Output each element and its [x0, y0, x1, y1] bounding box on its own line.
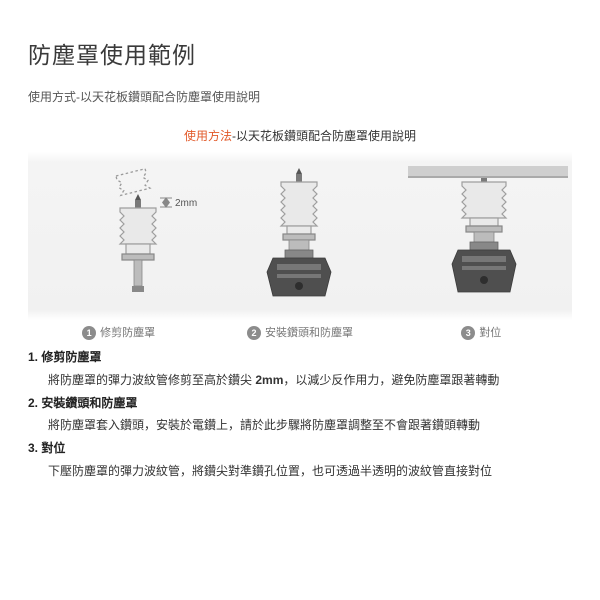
steps-list: 1. 修剪防塵罩 將防塵罩的彈力波紋管修剪至高於鑽尖 2mm，以減少反作用力，避…: [28, 346, 572, 483]
caption-1: 1 修剪防塵罩: [28, 320, 209, 340]
caption-text-3: 對位: [479, 327, 501, 339]
method-rest: -以天花板鑽頭配合防塵罩使用說明: [232, 129, 416, 143]
caption-3: 3 對位: [391, 320, 572, 340]
dim-label: 2mm: [175, 198, 197, 209]
page-subtitle: 使用方式-以天花板鑽頭配合防塵罩使用說明: [28, 88, 572, 105]
caption-2: 2 安裝鑽頭和防塵罩: [209, 320, 390, 340]
figure-captions: 1 修剪防塵罩 2 安裝鑽頭和防塵罩 3 對位: [28, 320, 572, 340]
caption-num-2: 2: [247, 326, 261, 340]
step-3-head: 3. 對位: [28, 437, 572, 460]
caption-num-1: 1: [82, 326, 96, 340]
page-title: 防塵罩使用範例: [28, 36, 572, 70]
step-2-body: 將防塵罩套入鑽頭，安裝於電鑽上，請於此步驟將防塵罩調整至不會跟著鑽頭轉動: [28, 414, 572, 437]
method-line: 使用方法-以天花板鑽頭配合防塵罩使用說明: [28, 127, 572, 144]
step-1-body: 將防塵罩的彈力波紋管修剪至高於鑽尖 2mm，以減少反作用力，避免防塵罩跟著轉動: [28, 369, 572, 392]
caption-num-3: 3: [461, 326, 475, 340]
step-2-head: 2. 安裝鑽頭和防塵罩: [28, 392, 572, 415]
method-highlight: 使用方法: [184, 129, 232, 143]
step-1-head: 1. 修剪防塵罩: [28, 346, 572, 369]
caption-text-2: 安裝鑽頭和防塵罩: [265, 327, 353, 339]
caption-text-1: 修剪防塵罩: [100, 327, 155, 339]
step-3-body: 下壓防塵罩的彈力波紋管，將鑽尖對準鑽孔位置，也可透過半透明的波紋管直接對位: [28, 460, 572, 483]
instruction-figure: 2mm: [28, 152, 572, 320]
